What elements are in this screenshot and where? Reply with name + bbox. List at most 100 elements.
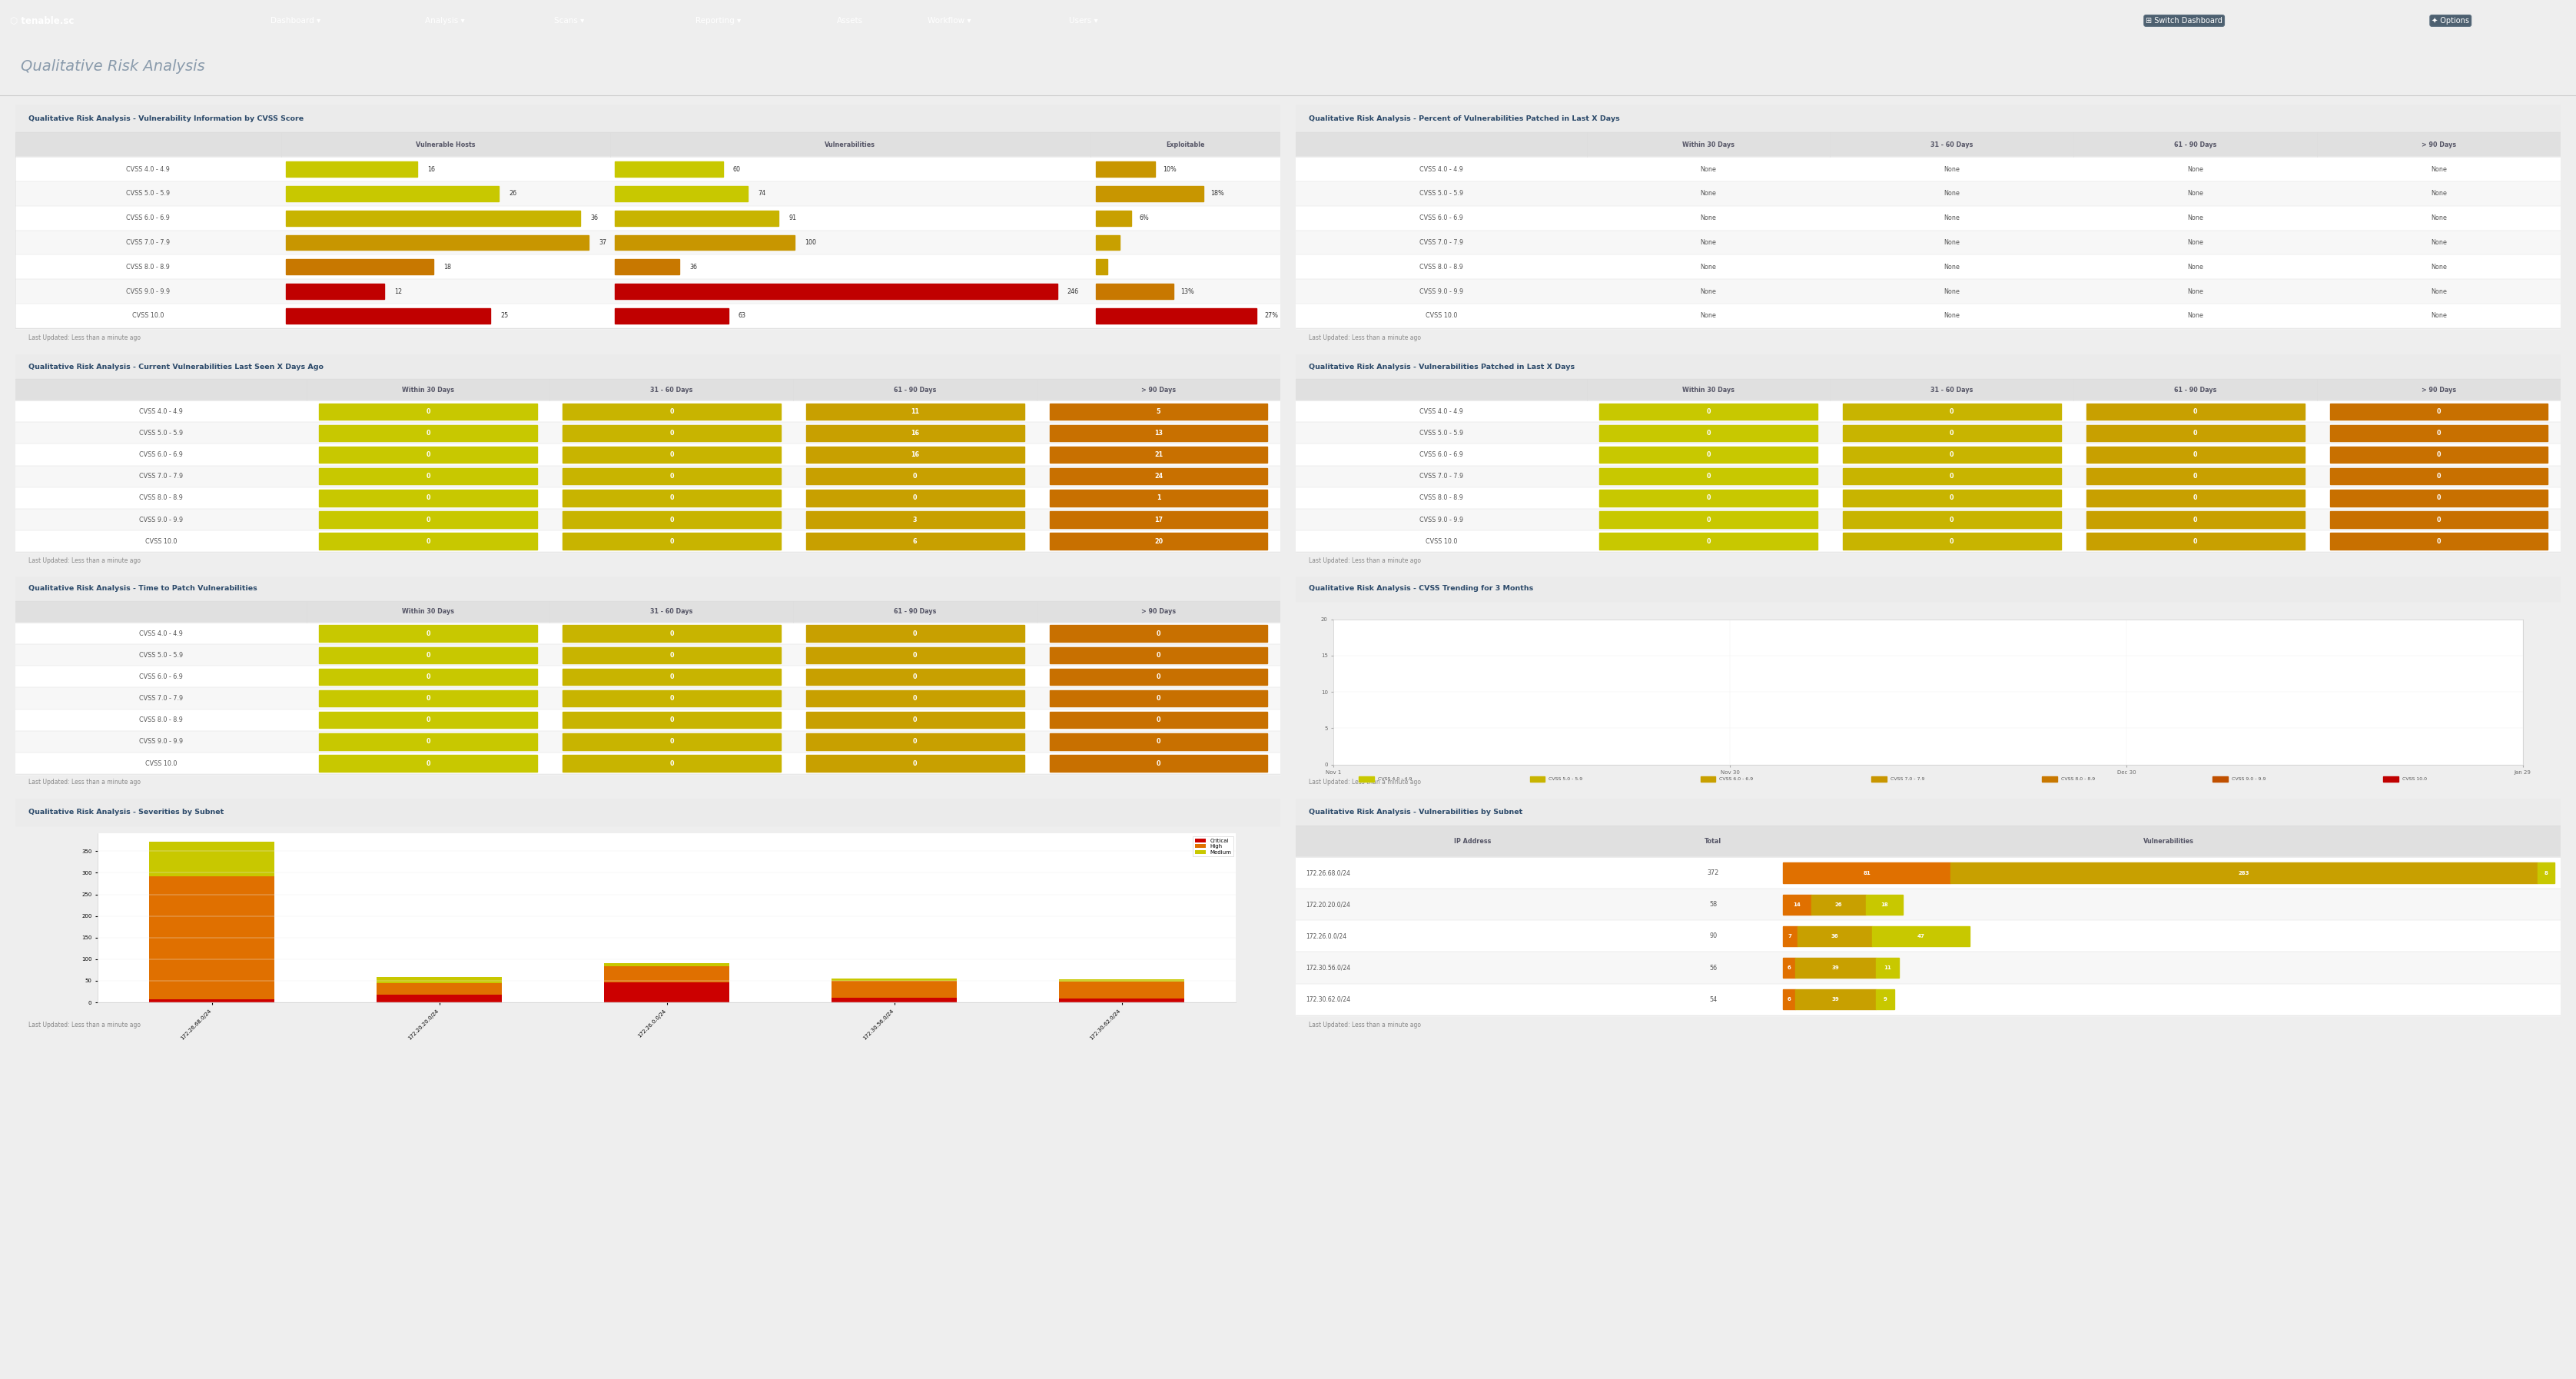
Text: 0: 0: [425, 473, 430, 480]
Text: 100: 100: [804, 239, 817, 245]
Text: CVSS 10.0: CVSS 10.0: [131, 313, 165, 320]
Bar: [2087, 467, 2306, 484]
Text: 0: 0: [1950, 473, 1955, 480]
Bar: [286, 161, 417, 177]
Text: Exploitable: Exploitable: [1167, 141, 1206, 148]
Bar: [319, 425, 538, 441]
Text: 26: 26: [1834, 902, 1842, 907]
Bar: [616, 186, 747, 201]
Text: CVSS 4.0 - 4.9: CVSS 4.0 - 4.9: [139, 408, 183, 415]
Text: 31 - 60 Days: 31 - 60 Days: [649, 386, 693, 393]
Text: 17: 17: [1154, 516, 1162, 523]
Bar: [15, 731, 1280, 753]
Text: None: None: [2432, 288, 2447, 295]
Bar: [15, 422, 1280, 444]
Bar: [1842, 447, 2061, 463]
Text: 91: 91: [788, 215, 796, 222]
Bar: [1296, 444, 2561, 466]
Text: 0: 0: [912, 630, 917, 637]
Bar: [1600, 490, 1819, 506]
Text: 372: 372: [1708, 869, 1718, 876]
Bar: [15, 644, 1280, 666]
Bar: [319, 712, 538, 728]
Text: CVSS 9.0 - 9.9: CVSS 9.0 - 9.9: [1419, 288, 1463, 295]
Bar: [1296, 888, 2561, 920]
Text: CVSS 5.0 - 5.9: CVSS 5.0 - 5.9: [1419, 190, 1463, 197]
Text: 0: 0: [1157, 652, 1162, 659]
Text: 18: 18: [1880, 902, 1888, 907]
Text: Assets: Assets: [837, 17, 863, 25]
Text: CVSS 7.0 - 7.9: CVSS 7.0 - 7.9: [139, 695, 183, 702]
Bar: [562, 534, 781, 549]
Bar: [832, 978, 956, 980]
Text: 0: 0: [670, 717, 675, 724]
Text: 16: 16: [912, 430, 920, 437]
Text: Dashboard ▾: Dashboard ▾: [270, 17, 319, 25]
Bar: [1842, 512, 2061, 528]
Text: 0: 0: [2192, 538, 2197, 545]
Bar: [1296, 354, 2561, 379]
Text: 0: 0: [1705, 473, 1710, 480]
Text: 0: 0: [1950, 495, 1955, 502]
Bar: [562, 734, 781, 750]
Bar: [2087, 512, 2306, 528]
Text: 172.26.68.0/24: 172.26.68.0/24: [1306, 869, 1350, 876]
Text: 0: 0: [1157, 760, 1162, 767]
Bar: [1842, 534, 2061, 549]
Text: 0: 0: [670, 673, 675, 680]
Text: Qualitative Risk Analysis - Severities by Subnet: Qualitative Risk Analysis - Severities b…: [28, 808, 224, 815]
Text: 13%: 13%: [1180, 288, 1195, 295]
Text: Last Updated: Less than a minute ago: Last Updated: Less than a minute ago: [28, 557, 139, 564]
Text: 0: 0: [1705, 516, 1710, 523]
Bar: [562, 512, 781, 528]
Bar: [319, 403, 538, 419]
Text: None: None: [1945, 288, 1960, 295]
Bar: [319, 690, 538, 706]
Text: Vulnerable Hosts: Vulnerable Hosts: [415, 141, 477, 148]
Text: CVSS 7.0 - 7.9: CVSS 7.0 - 7.9: [1891, 778, 1924, 781]
Text: None: None: [1700, 215, 1716, 222]
Text: 0: 0: [425, 408, 430, 415]
Text: 16: 16: [912, 451, 920, 458]
Text: None: None: [1700, 190, 1716, 197]
Text: 0: 0: [2192, 430, 2197, 437]
Bar: [286, 309, 489, 324]
Bar: [376, 994, 502, 1003]
Bar: [2329, 403, 2548, 419]
Bar: [286, 211, 580, 226]
Bar: [1296, 157, 2561, 182]
Text: Last Updated: Less than a minute ago: Last Updated: Less than a minute ago: [28, 334, 139, 342]
Text: 37: 37: [598, 239, 605, 245]
Bar: [15, 379, 1280, 401]
Bar: [2329, 467, 2548, 484]
Text: 27%: 27%: [1265, 313, 1278, 320]
Text: 0: 0: [425, 652, 430, 659]
Bar: [1783, 927, 1798, 946]
Bar: [1842, 490, 2061, 506]
Bar: [1600, 512, 1819, 528]
Text: None: None: [2432, 190, 2447, 197]
Text: 0: 0: [1705, 451, 1710, 458]
Text: CVSS 9.0 - 9.9: CVSS 9.0 - 9.9: [126, 288, 170, 295]
Text: Qualitative Risk Analysis - Time to Patch Vulnerabilities: Qualitative Risk Analysis - Time to Patc…: [28, 585, 258, 592]
Text: Qualitative Risk Analysis - Vulnerabilities Patched in Last X Days: Qualitative Risk Analysis - Vulnerabilit…: [1309, 363, 1574, 370]
Text: CVSS 10.0: CVSS 10.0: [1425, 313, 1458, 320]
Text: 172.20.20.0/24: 172.20.20.0/24: [1306, 900, 1350, 907]
Text: 0: 0: [2437, 516, 2442, 523]
Text: 61 - 90 Days: 61 - 90 Days: [894, 386, 935, 393]
Text: 0: 0: [670, 408, 675, 415]
Text: CVSS 8.0 - 8.9: CVSS 8.0 - 8.9: [1419, 495, 1463, 502]
Text: CVSS 6.0 - 6.9: CVSS 6.0 - 6.9: [1718, 778, 1754, 781]
Text: 36: 36: [690, 263, 698, 270]
Bar: [1600, 447, 1819, 463]
Text: 0: 0: [2437, 495, 2442, 502]
Bar: [15, 157, 1280, 182]
Text: CVSS 6.0 - 6.9: CVSS 6.0 - 6.9: [139, 673, 183, 680]
Bar: [319, 447, 538, 463]
Bar: [605, 967, 729, 982]
Text: 0: 0: [912, 673, 917, 680]
Bar: [1048, 490, 1267, 506]
Text: None: None: [1945, 263, 1960, 270]
Text: 0: 0: [1950, 430, 1955, 437]
Bar: [1783, 989, 1795, 1009]
